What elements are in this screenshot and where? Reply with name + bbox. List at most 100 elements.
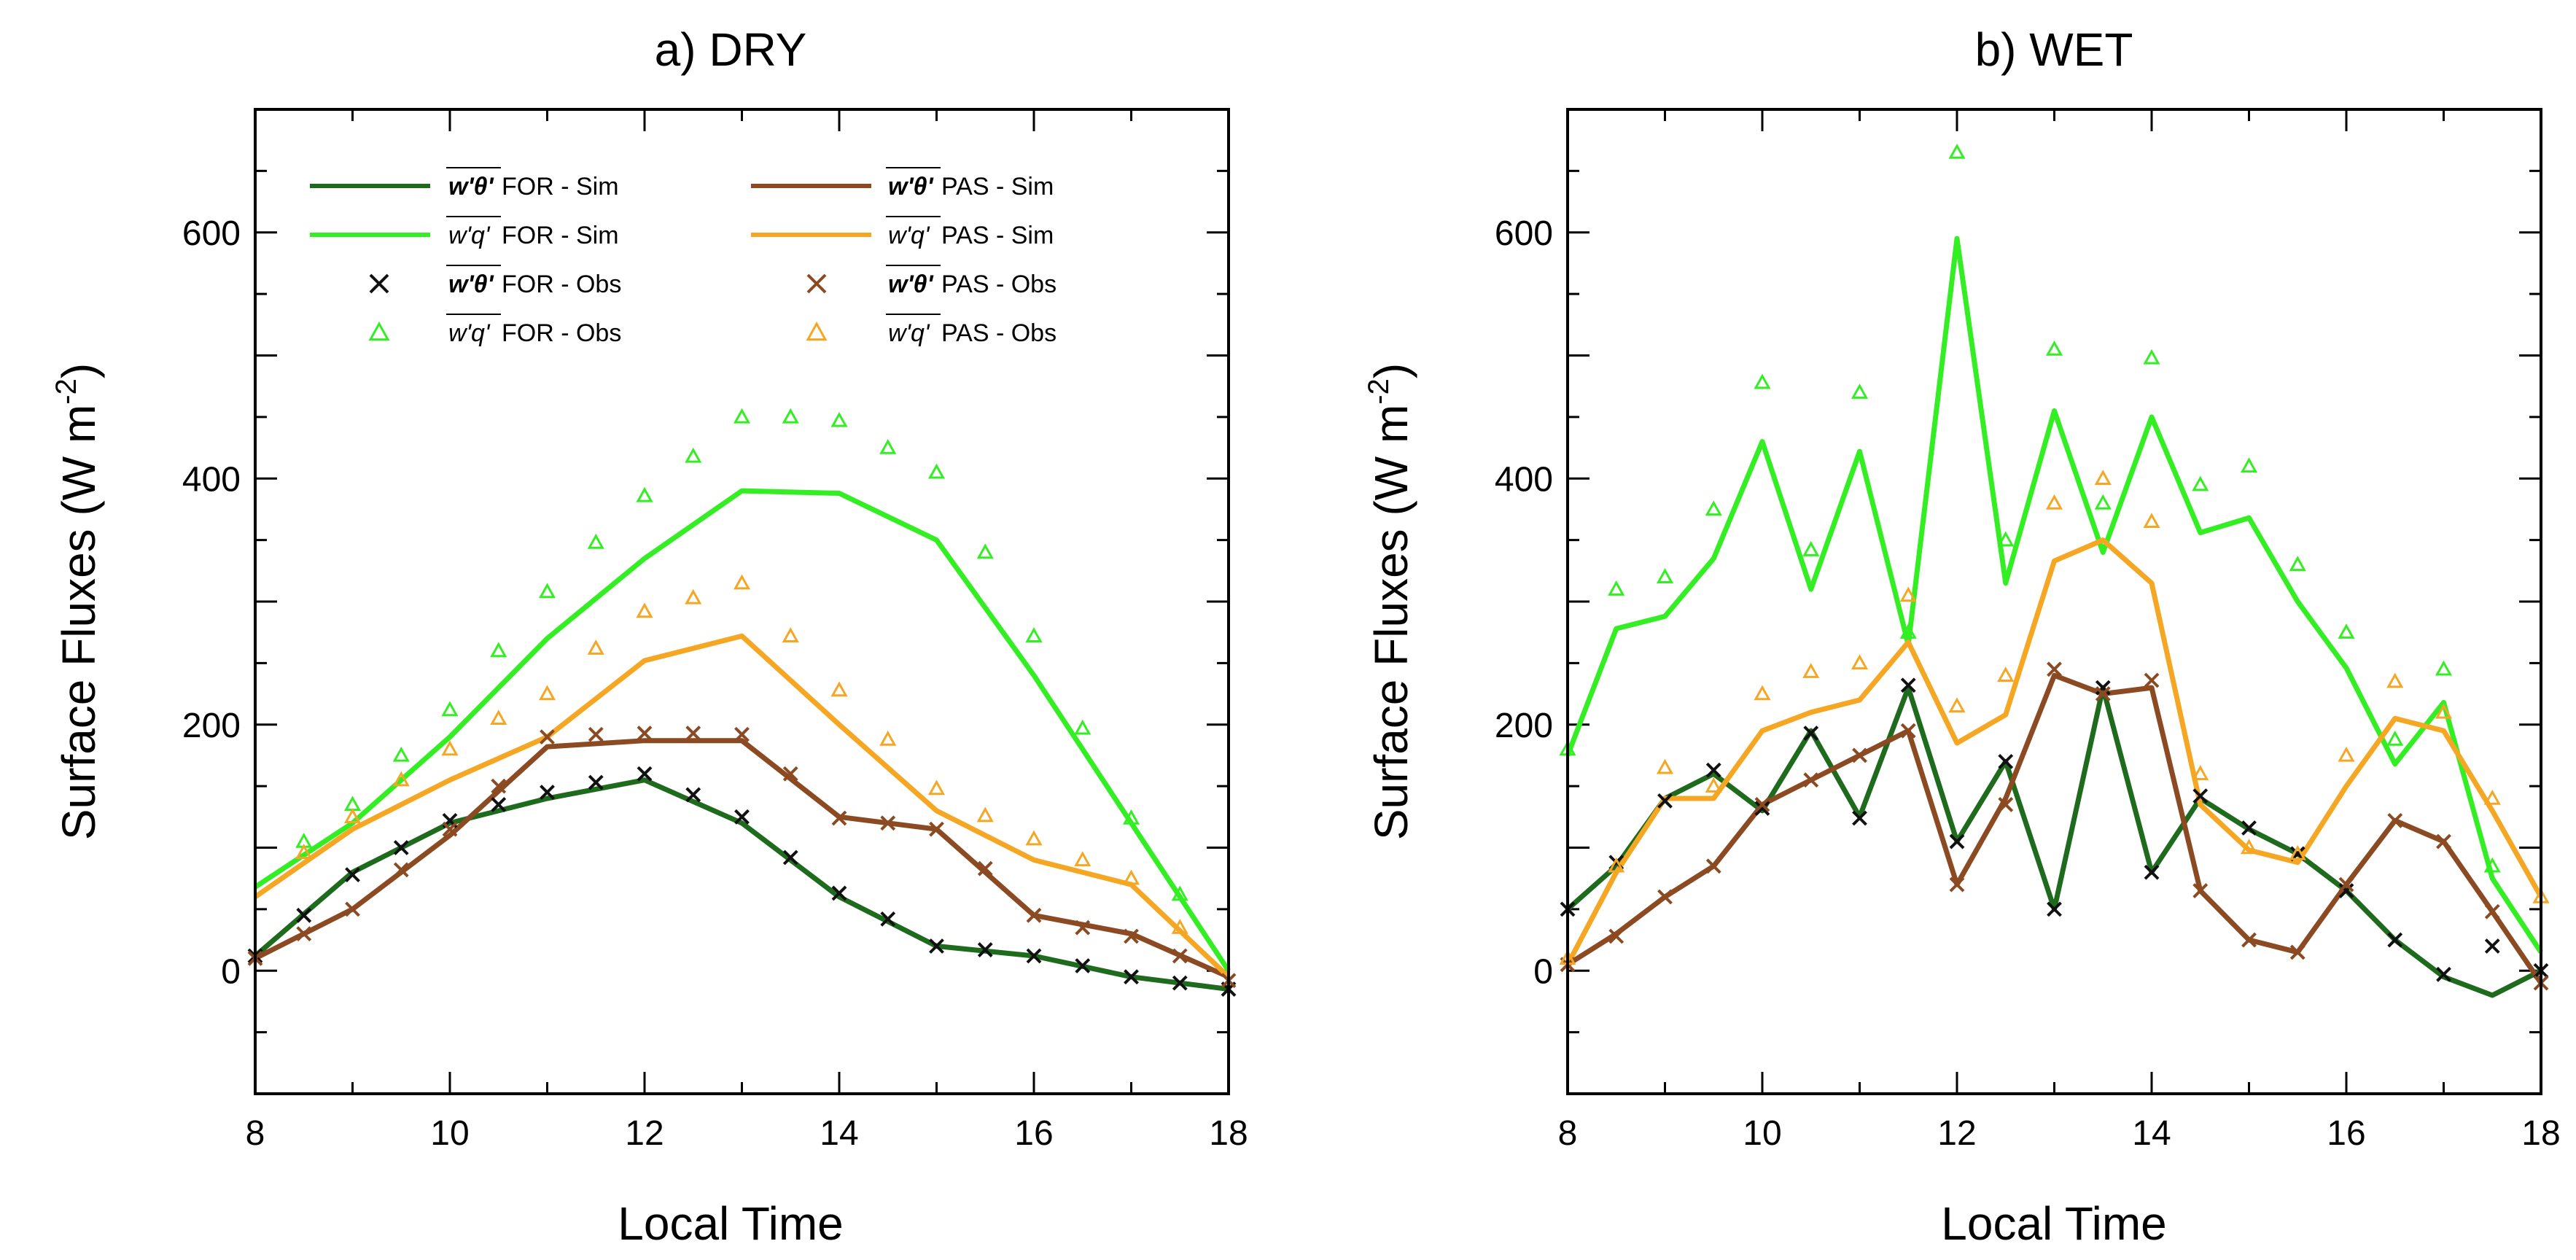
data-point-w-pas-obs: [393, 862, 409, 878]
data-point-w-q-pas-obs: [685, 588, 702, 604]
data-point-w-q-for-obs: [685, 447, 702, 463]
legend-for-wq-obs-symbol: w'q': [448, 319, 491, 347]
data-point-w-for-obs: [1075, 958, 1091, 973]
data-point-w-pas-obs: [442, 821, 458, 837]
data-point-w-q-pas-obs: [927, 779, 946, 796]
data-point-w-q-pas-obs: [1754, 685, 1771, 701]
data-point-w-for-obs: [540, 785, 555, 800]
x-tick-label: 12: [625, 1114, 664, 1153]
legend-for-wq-sim-symbol: w'q': [448, 222, 491, 249]
data-point-w-for-obs: [1852, 810, 1867, 826]
data-point-w-q-pas-obs: [1608, 857, 1625, 873]
data-point-w-q-pas-obs: [1997, 666, 2015, 682]
data-point-w-q-for-obs: [636, 486, 653, 502]
data-point-w-for-obs: [685, 787, 701, 803]
data-point-w-pas-obs: [345, 901, 360, 917]
data-point-w-pas-obs: [1998, 797, 2014, 812]
panel-b-ticks: 8 10 12 14 16 18 0 200 400 600: [1495, 108, 2561, 1153]
data-point-w-q-for-obs: [490, 642, 507, 658]
data-point-w-q-pas-obs: [1948, 697, 1966, 713]
panel-b-ylabel-end: ): [1365, 363, 1417, 378]
panel-b-series: [1559, 143, 2550, 998]
data-point-w-q-pas-obs: [2192, 765, 2209, 780]
data-point-w-q-for-obs: [927, 463, 946, 479]
data-point-w-for-obs: [1172, 975, 1188, 991]
panel-a-ylabel-main: Surface Fluxes (W m: [52, 405, 105, 840]
panel-b-xlabel: Local Time: [1941, 1197, 2166, 1250]
data-point-w-pas-obs: [2241, 932, 2257, 948]
panel-a-xlabel: Local Time: [618, 1197, 843, 1250]
data-point-w-q-for-obs: [1754, 373, 1771, 389]
panel-b-ylabel: Surface Fluxes (W m-2): [1363, 363, 1417, 840]
data-point-w-pas-obs: [1900, 723, 1916, 739]
data-point-w-pas-obs: [2144, 672, 2160, 688]
data-point-w-pas-obs: [2484, 903, 2500, 919]
panel-b-title: b) WET: [1975, 23, 2133, 76]
legend-item-pas-wq-obs: w'q' PAS - Obs: [806, 314, 1057, 347]
data-point-w-q-for-obs: [1171, 885, 1188, 901]
legend-for-wq-sim-text: FOR - Sim: [502, 222, 619, 249]
y-tick-label: 0: [221, 952, 241, 991]
data-point-w-q-pas-obs: [392, 771, 410, 787]
data-point-w-pas-obs: [1803, 772, 1819, 788]
data-point-w-q-for-obs: [343, 796, 362, 812]
data-point-w-for-obs: [2241, 820, 2257, 836]
data-point-w-for-obs: [880, 911, 896, 927]
data-point-w-pas-obs: [880, 815, 896, 831]
data-point-w-for-obs: [588, 774, 604, 790]
data-point-w-q-for-obs: [2289, 556, 2306, 572]
data-point-w-q-pas-obs: [490, 709, 507, 726]
data-point-w-q-pas-obs: [2240, 839, 2258, 855]
data-point-w-pas-obs: [637, 726, 653, 741]
data-point-w-q-for-obs: [2338, 623, 2355, 639]
legend-pas-wt-sim-symbol: w'θ': [888, 173, 934, 201]
legend-pas-wq-sim-text: PAS - Sim: [941, 222, 1054, 249]
data-point-w-q-for-obs: [2143, 349, 2160, 365]
panel-a-ylabel-end: ): [52, 363, 105, 378]
data-point-w-for-obs: [2095, 680, 2111, 696]
data-point-w-pas-obs: [2338, 876, 2354, 892]
legend-for-wt-obs-symbol: w'θ': [448, 271, 494, 298]
y-tick-label: 200: [182, 707, 241, 745]
data-point-w-q-pas-obs: [1171, 919, 1188, 934]
x-tick-label: 16: [1014, 1114, 1053, 1153]
legend-item-pas-wt-sim: w'θ' PAS - Sim: [751, 167, 1054, 201]
data-point-w-q-pas-obs: [879, 730, 897, 746]
data-point-w-for-obs: [1900, 677, 1916, 693]
panel-a-ylabel: Surface Fluxes (W m-2): [50, 363, 105, 840]
data-point-w-q-pas-obs: [2289, 844, 2306, 860]
data-point-w-q-pas-obs: [830, 681, 848, 697]
x-tick-label: 10: [430, 1114, 469, 1153]
data-point-w-pas-obs: [1949, 876, 1965, 892]
data-point-w-for-obs: [1124, 969, 1139, 985]
data-point-w-for-obs: [1998, 753, 2014, 769]
data-point-w-q-pas-obs: [636, 602, 653, 618]
data-point-w-pas-obs: [2387, 812, 2403, 828]
legend-marker-cross: [369, 273, 389, 294]
data-point-w-q-for-obs: [2240, 457, 2258, 473]
data-point-w-pas-obs: [831, 810, 847, 826]
data-point-w-pas-obs: [2047, 661, 2062, 677]
panel-a-frame: [254, 108, 1230, 1095]
data-point-w-q-for-obs: [1802, 541, 1820, 556]
series-line-w-q-for-sim: [254, 488, 1231, 973]
data-point-w-q-for-obs: [1851, 384, 1869, 399]
data-point-w-q-for-obs: [538, 583, 556, 599]
legend-marker-cross: [806, 273, 827, 294]
legend-triangle-icon: [368, 321, 390, 341]
data-point-w-q-pas-obs: [538, 685, 556, 701]
data-point-w-q-pas-obs: [2386, 672, 2404, 688]
data-point-w-q-pas-obs: [782, 627, 799, 642]
x-tick-label: 16: [2327, 1114, 2365, 1153]
series-line-w-pas-sim: [1566, 672, 2543, 985]
data-point-w-q-pas-obs: [1899, 586, 1917, 602]
data-point-w-pas-obs: [1852, 747, 1867, 763]
data-point-w-for-obs: [1949, 833, 1965, 849]
data-point-w-q-pas-obs: [733, 574, 751, 590]
data-point-w-q-for-obs: [441, 701, 459, 717]
legend-item-for-wq-obs: w'q' FOR - Obs: [368, 314, 621, 347]
data-point-w-q-for-obs: [782, 408, 799, 424]
panel-a-series: [247, 408, 1237, 997]
data-point-w-for-obs: [1754, 801, 1770, 816]
x-tick-label: 18: [2521, 1114, 2560, 1153]
